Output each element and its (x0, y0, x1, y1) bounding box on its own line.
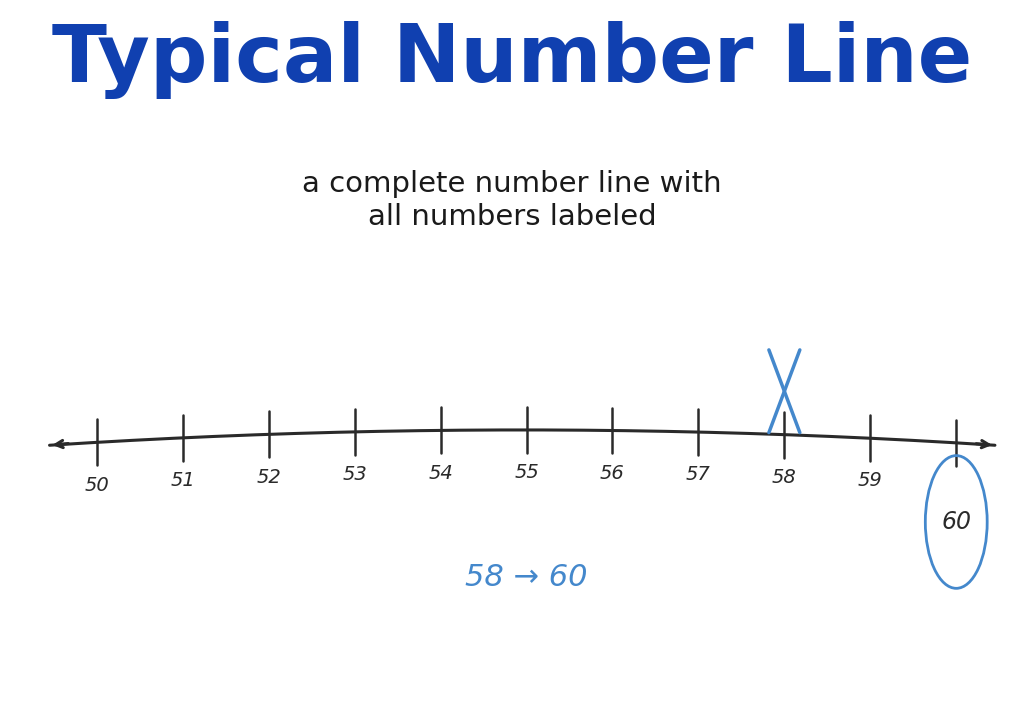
Text: 51: 51 (170, 471, 196, 490)
Text: 55: 55 (514, 463, 539, 482)
Text: a complete number line with
all numbers labeled: a complete number line with all numbers … (302, 170, 722, 230)
Text: 54: 54 (428, 464, 453, 483)
Text: 58 → 60: 58 → 60 (465, 564, 588, 593)
Text: 56: 56 (600, 464, 625, 483)
Text: 52: 52 (256, 467, 281, 486)
Text: 59: 59 (858, 471, 883, 491)
Text: 53: 53 (342, 465, 367, 484)
Text: 58: 58 (772, 468, 797, 487)
Text: 50: 50 (84, 476, 110, 494)
Text: 60: 60 (941, 510, 971, 534)
Text: Typical Number Line: Typical Number Line (52, 21, 972, 99)
Text: 57: 57 (686, 465, 711, 484)
